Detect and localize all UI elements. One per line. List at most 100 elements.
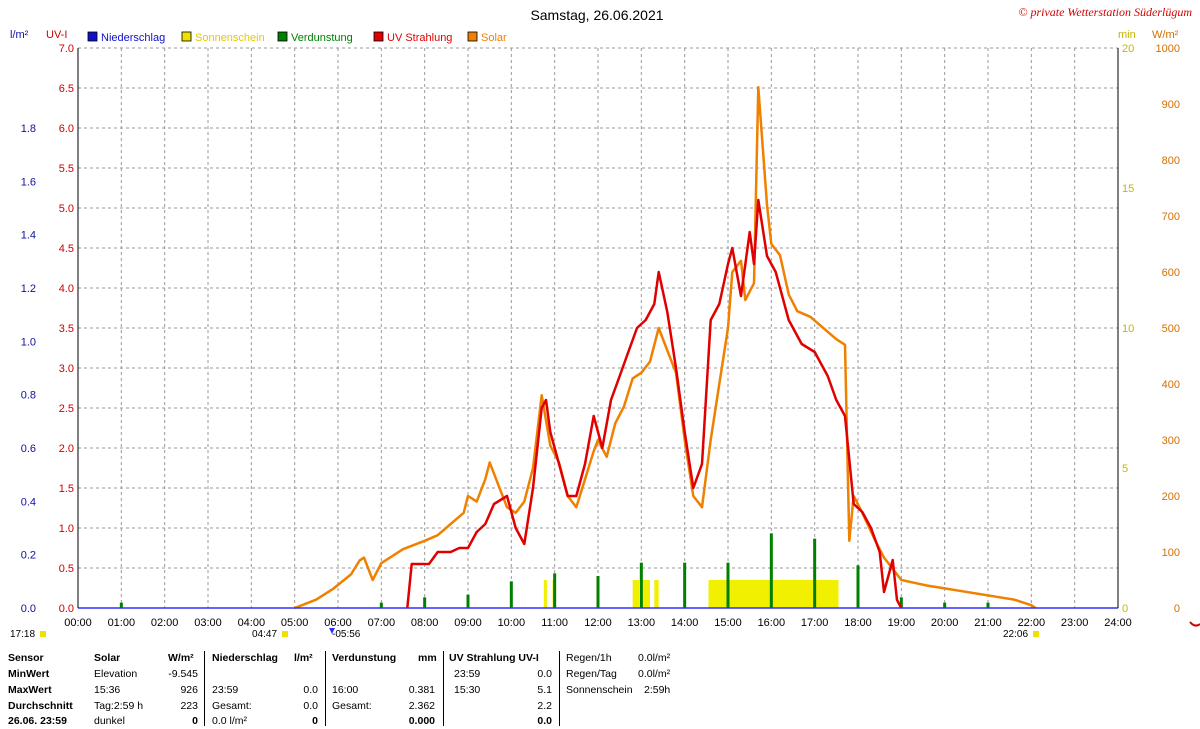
time-tick-label: 13:00 xyxy=(628,617,656,629)
uv-tick-label: 3.5 xyxy=(59,323,74,335)
precip-tick-label: 1.4 xyxy=(21,230,36,242)
precip-tick-label: 1.6 xyxy=(21,176,36,188)
sunshine-bar xyxy=(654,580,659,608)
stats-solar-v-row2: 223 xyxy=(180,700,198,712)
legend-label-0: Niederschlag xyxy=(101,32,165,44)
legend-label-1: Sonnenschein xyxy=(195,32,265,44)
time-tick-label: 06:00 xyxy=(324,617,352,629)
sunshine-bar xyxy=(708,580,839,608)
time-tick-label: 09:00 xyxy=(454,617,482,629)
stats-label-row2: Durchschnitt xyxy=(8,700,73,712)
stats-header-solar: Solar xyxy=(94,652,121,664)
time-tick-label: 00:00 xyxy=(64,617,92,629)
sunshine-bar xyxy=(543,580,547,608)
evaporation-bar xyxy=(509,581,513,608)
chart-title: Samstag, 26.06.2021 xyxy=(530,7,663,23)
uv-tick-label: 5.0 xyxy=(59,203,74,215)
time-tick-label: 08:00 xyxy=(411,617,439,629)
uv-unit-label: UV-I xyxy=(46,29,67,41)
statistics-table: Sensor Solar W/m² Niederschlag l/m² Verd… xyxy=(0,651,1200,727)
uv-tick-label: 4.0 xyxy=(59,283,74,295)
lines-layer xyxy=(294,85,1037,610)
stats-solar-k-row2: Tag:2:59 h xyxy=(94,700,144,712)
stats-verd-k-row1: 16:00 xyxy=(332,684,359,696)
precip-tick-label: 1.8 xyxy=(21,123,36,135)
solar-tick-label: 200 xyxy=(1162,491,1180,503)
solar-tick-label: 600 xyxy=(1162,267,1180,279)
solar-tick-label: 1000 xyxy=(1156,43,1180,55)
uv-tick-label: 1.0 xyxy=(59,523,74,535)
solar-tick-label: 400 xyxy=(1162,379,1180,391)
uv-tick-label: 7.0 xyxy=(59,43,74,55)
uv-tick-label: 6.5 xyxy=(59,83,74,95)
stats-uv-k-row0: 23:59 xyxy=(454,668,481,680)
evaporation-bar xyxy=(119,602,123,608)
evaporation-bar xyxy=(726,562,730,608)
extra-rain-day-value: 0.0l/m² xyxy=(638,668,671,680)
scroll-hint-icon xyxy=(1189,621,1200,627)
stats-header-sensor: Sensor xyxy=(8,652,44,664)
legend-swatch-4 xyxy=(467,31,478,42)
time-tick-label: 02:00 xyxy=(151,617,179,629)
precip-tick-label: 0.8 xyxy=(21,390,36,402)
extra-sunshine-value: 2:59h xyxy=(644,684,671,696)
legend-swatch-3 xyxy=(373,31,384,42)
stats-label-row1: MaxWert xyxy=(8,684,52,696)
evaporation-bar xyxy=(813,538,817,608)
stats-solar-v-row1: 926 xyxy=(180,684,198,696)
solar-line xyxy=(294,85,1037,610)
solar-tick-label: 0 xyxy=(1174,603,1180,615)
stats-header-uv: UV Strahlung UV-I xyxy=(449,652,539,664)
time-tick-label: 23:00 xyxy=(1061,617,1089,629)
time-tick-label: 14:00 xyxy=(671,617,699,629)
time-tick-label: 21:00 xyxy=(974,617,1002,629)
extra-rain-hour-label: Regen/1h xyxy=(566,652,612,664)
stats-uv-k-row1: 15:30 xyxy=(454,684,481,696)
sunrise-label: 04:47 xyxy=(252,629,277,640)
extra-rain-day-label: Regen/Tag xyxy=(566,668,617,680)
stats-header-precip: Niederschlag xyxy=(212,652,278,664)
solar-tick-label: 500 xyxy=(1162,323,1180,335)
transit-label: -05:56 xyxy=(332,629,361,640)
sunset-label: 22:06 xyxy=(1003,629,1028,640)
time-tick-label: 24:00 xyxy=(1104,617,1132,629)
legend-swatch-1 xyxy=(181,31,192,42)
min-unit-label: min xyxy=(1118,29,1136,41)
precip-tick-label: 0.0 xyxy=(21,603,36,615)
sunshine-bar xyxy=(632,580,640,608)
uv-tick-label: 0.0 xyxy=(59,603,74,615)
stats-label-row3: 26.06. 23:59 xyxy=(8,715,67,727)
stats-nied-k-row3: 0.0 l/m² xyxy=(212,715,248,727)
time-tick-label: 07:00 xyxy=(368,617,396,629)
time-tick-label: 05:00 xyxy=(281,617,309,629)
time-tick-label: 04:00 xyxy=(238,617,266,629)
precip-tick-label: 0.6 xyxy=(21,443,36,455)
stats-nied-k-row2: Gesamt: xyxy=(212,700,252,712)
sunshine-bar xyxy=(641,580,650,608)
evaporation-bar xyxy=(553,573,557,608)
evaporation-bar xyxy=(899,597,903,608)
stats-header-evap-unit: mm xyxy=(418,652,437,664)
time-tick-label: 16:00 xyxy=(758,617,786,629)
legend-label-4: Solar xyxy=(481,32,507,44)
evaporation-bar xyxy=(683,562,687,608)
time-tick-label: 18:00 xyxy=(844,617,872,629)
evaporation-bar xyxy=(986,602,990,608)
solar-tick-label: 900 xyxy=(1162,99,1180,111)
stats-verd-v-row2: 2.362 xyxy=(408,700,435,712)
time-markers: 17:18 04:47 -05:56 22:06 xyxy=(10,621,1200,640)
evaporation-bar xyxy=(943,602,947,608)
uv-tick-label: 2.0 xyxy=(59,443,74,455)
precip-unit-label: l/m² xyxy=(10,29,29,41)
uv-tick-label: 4.5 xyxy=(59,243,74,255)
min-tick-label: 10 xyxy=(1122,323,1134,335)
uv-line xyxy=(406,198,903,609)
sunset-marker xyxy=(1033,631,1039,637)
solar-tick-label: 700 xyxy=(1162,211,1180,223)
evaporation-bar xyxy=(856,565,860,608)
weather-chart: Samstag, 26.06.2021 © private Wetterstat… xyxy=(10,5,1200,640)
copyright-text: © private Wetterstation Süderlügum xyxy=(1018,5,1192,19)
left-time-marker xyxy=(40,631,46,637)
solar-tick-label: 800 xyxy=(1162,155,1180,167)
stats-header-evap: Verdunstung xyxy=(332,652,397,664)
